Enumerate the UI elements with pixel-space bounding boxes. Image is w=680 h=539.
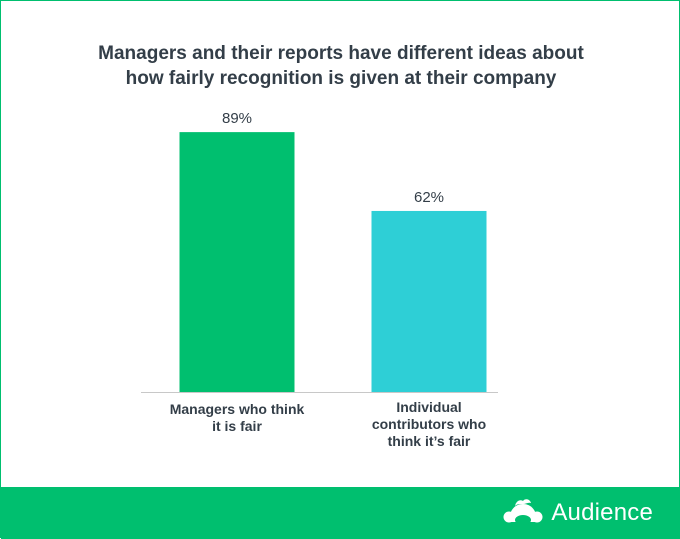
category-label-line: it is fair [212,418,262,434]
category-label-line: Managers who think [169,401,305,417]
brand-logo: Audience [503,497,653,529]
bar-1 [371,210,487,392]
category-label-line: contributors who [371,416,487,432]
category-label-managers: Managers who think it is fair [162,401,312,435]
chart-title-line-2: how fairly recognition is given at their… [125,68,557,89]
chart-title: Managers and their reports have differen… [41,41,641,91]
brand-footer: Audience [1,487,680,539]
bar-0 [179,132,295,392]
category-label-line: Individual [396,399,462,415]
data-label-1: 62% [414,189,444,206]
monkey-logo-icon [503,499,543,525]
data-label-0: 89% [222,110,252,127]
category-label-individual-contributors: Individual contributors who think it’s f… [354,399,504,450]
category-label-line: think it’s fair [387,433,471,449]
brand-name: Audience [551,499,653,526]
bar-chart: 89% 62% [141,110,498,393]
chart-title-line-1: Managers and their reports have differen… [98,43,584,64]
